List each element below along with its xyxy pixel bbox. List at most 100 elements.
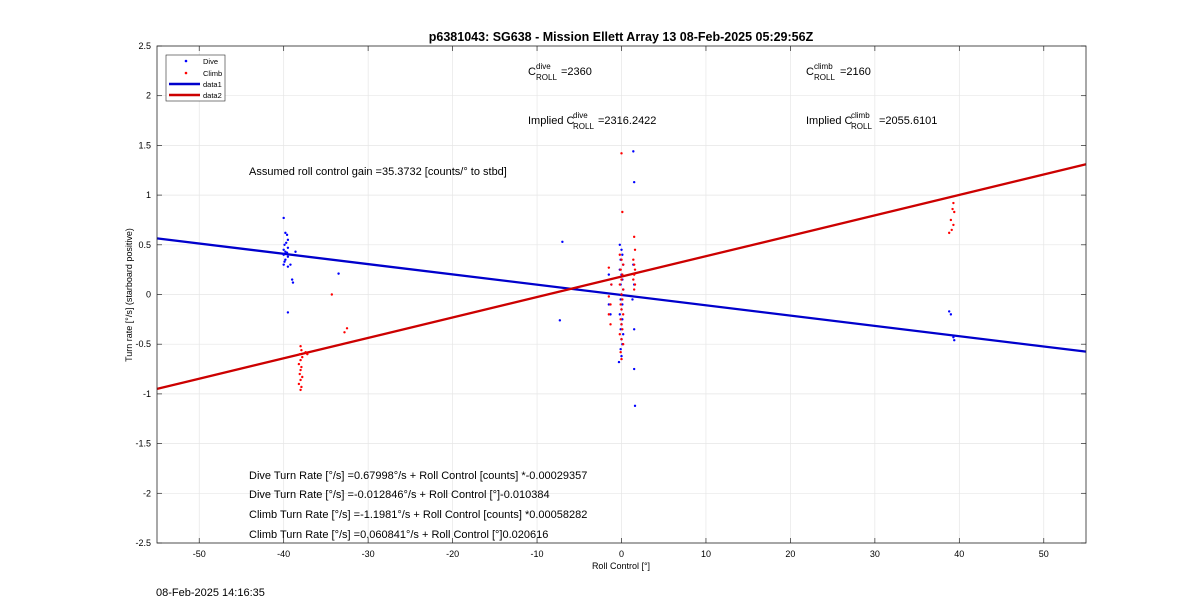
data-point-dive	[294, 250, 297, 253]
c-roll-climb-annotation: C climb ROLL =2160	[806, 62, 871, 82]
x-tick-label: -40	[277, 549, 290, 559]
implied-climb-value: =2055.6101	[879, 115, 937, 127]
data-point-climb	[621, 273, 624, 276]
data-point-dive	[619, 347, 622, 351]
implied-dive-sup: dive	[573, 111, 588, 120]
data-point-climb	[299, 368, 302, 372]
data-point-climb	[621, 328, 624, 331]
data-point-climb	[607, 295, 611, 298]
data-point-climb	[621, 298, 624, 301]
data-point-climb	[951, 207, 954, 211]
data-point-climb	[947, 231, 951, 235]
data-point-climb	[298, 352, 301, 356]
chart-title: p6381043: SG638 - Mission Ellett Array 1…	[429, 30, 814, 44]
data-point-dive	[617, 360, 621, 364]
implied-climb-sub: ROLL	[851, 122, 872, 131]
data-point-dive	[632, 180, 636, 184]
data-point-climb	[301, 355, 304, 359]
data-point-climb	[632, 288, 636, 291]
implied-climb-sup: climb	[851, 111, 870, 120]
legend-label-dive: Dive	[203, 57, 218, 66]
data-point-dive	[620, 248, 623, 251]
implied-climb-annotation: Implied C climb ROLL =2055.6101	[806, 111, 937, 131]
c-roll-dive-sup: dive	[536, 62, 551, 71]
data-point-dive	[283, 260, 286, 263]
implied-dive-annotation: Implied C dive ROLL =2316.2422	[528, 111, 656, 131]
data-point-dive	[949, 313, 953, 316]
y-tick-label: 1	[146, 190, 151, 200]
data-point-climb	[620, 258, 623, 261]
data-point-climb	[298, 372, 301, 376]
data-point-dive	[947, 310, 951, 313]
data-point-dive	[619, 328, 622, 331]
data-point-climb	[621, 343, 625, 346]
data-point-climb	[621, 288, 625, 291]
data-point-dive	[607, 273, 611, 276]
y-tick-label: -2	[143, 488, 151, 498]
data-point-dive	[291, 281, 295, 284]
climb-eq-counts: Climb Turn Rate [°/s] =-1.1981°/s + Roll…	[249, 509, 587, 521]
data-point-climb	[300, 365, 303, 369]
roll-gain-annotation: Assumed roll control gain =35.3732 [coun…	[249, 166, 507, 178]
data-point-climb	[343, 331, 346, 334]
data-point-dive	[621, 318, 624, 321]
data-point-dive	[621, 333, 625, 336]
data-point-dive	[337, 272, 340, 275]
data-point-climb	[620, 152, 623, 155]
data-point-climb	[299, 378, 302, 382]
data-point-climb	[607, 313, 611, 316]
data-point-dive	[283, 243, 286, 246]
data-point-climb	[620, 293, 623, 296]
dive-eq-counts: Dive Turn Rate [°/s] =0.67998°/s + Roll …	[249, 470, 587, 482]
data-point-climb	[953, 210, 956, 214]
data-point-climb	[620, 357, 623, 361]
x-tick-label: 40	[954, 549, 964, 559]
c-roll-dive-annotation: C dive ROLL =2360	[528, 62, 592, 82]
legend-marker-climb	[184, 71, 188, 75]
axis-ticks: -50 -40 -30 -20 -10 0 10 20 30 40 50-2.5-2-1.5-1-0…	[135, 41, 1086, 559]
y-tick-label: -1.5	[135, 439, 151, 449]
c-roll-climb-sub: ROLL	[814, 73, 835, 82]
y-tick-label: 0.5	[138, 240, 151, 250]
x-tick-label: -50	[193, 549, 206, 559]
data-point-climb	[633, 268, 637, 271]
implied-dive-value: =2316.2422	[598, 115, 656, 127]
data-point-dive	[286, 238, 290, 242]
y-tick-label: -0.5	[135, 339, 151, 349]
data-point-climb	[301, 375, 304, 379]
legend-box	[165, 54, 226, 102]
data-point-climb	[632, 258, 635, 261]
data-point-climb	[620, 308, 623, 311]
y-tick-label: 1.5	[138, 140, 151, 150]
data-point-climb	[609, 303, 612, 306]
c-roll-climb-base: C	[806, 66, 814, 78]
data-point-climb	[621, 210, 624, 214]
data-point-dive	[632, 328, 636, 331]
legend-label-data2: data2	[203, 91, 222, 100]
data-point-climb	[621, 263, 625, 266]
x-axis-label: Roll Control [°]	[592, 561, 650, 571]
data-point-dive	[618, 313, 622, 316]
data-points	[282, 150, 956, 408]
data-point-climb	[609, 323, 612, 326]
data-point-climb	[619, 318, 622, 321]
data-point-dive	[619, 298, 622, 301]
data-point-climb	[306, 352, 309, 356]
c-roll-climb-sup: climb	[814, 62, 833, 71]
data-point-climb	[300, 385, 303, 389]
data-point-climb	[620, 338, 623, 341]
data-point-dive	[282, 248, 285, 251]
legend-label-climb: Climb	[203, 69, 222, 78]
legend-marker-dive	[184, 59, 188, 63]
data-point-climb	[632, 278, 635, 281]
data-point-climb	[632, 235, 636, 239]
data-point-climb	[632, 273, 636, 276]
data-point-dive	[282, 253, 285, 256]
x-tick-label: -20	[446, 549, 459, 559]
data-point-dive	[632, 367, 636, 371]
data-point-climb	[952, 201, 955, 205]
data-point-climb	[297, 382, 301, 386]
data-point-climb	[610, 283, 613, 286]
x-tick-label: -10	[531, 549, 544, 559]
